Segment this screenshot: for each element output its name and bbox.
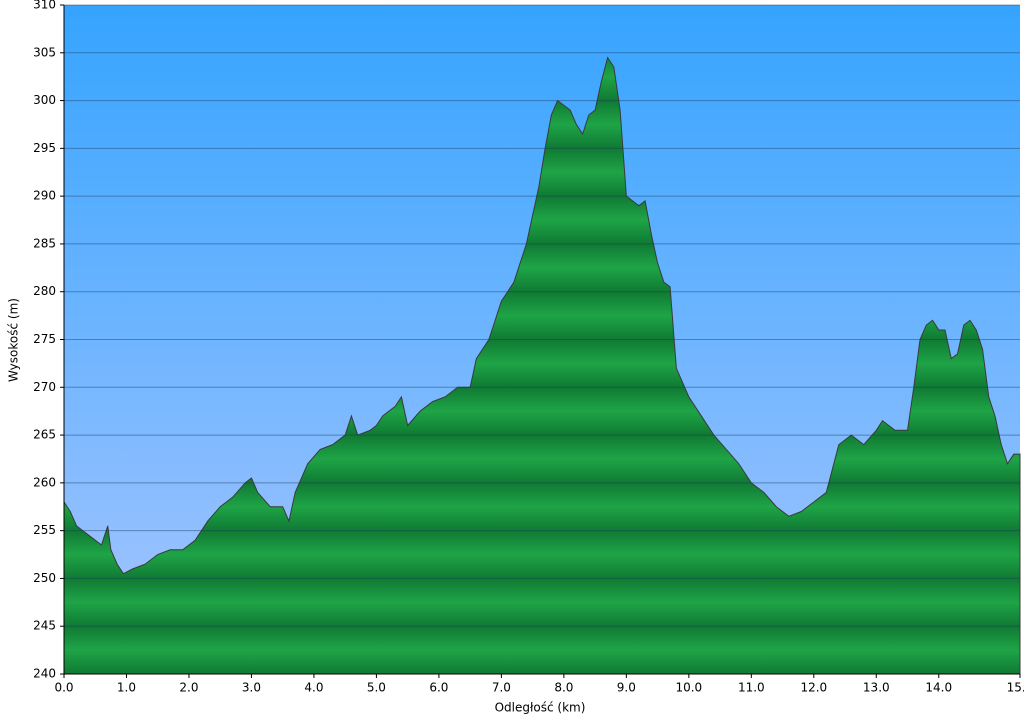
y-tick-label: 300 [33, 93, 56, 107]
y-tick-label: 255 [33, 523, 56, 537]
y-tick-label: 295 [33, 141, 56, 155]
x-tick-label: 9.0 [617, 681, 636, 695]
x-tick-label: 0.0 [54, 681, 73, 695]
x-tick-label: 10.0 [675, 681, 702, 695]
x-tick-label: 4.0 [304, 681, 323, 695]
y-tick-label: 260 [33, 475, 56, 489]
y-tick-label: 270 [33, 380, 56, 394]
x-tick-label: 6.0 [429, 681, 448, 695]
y-tick-label: 305 [33, 45, 56, 59]
y-tick-label: 285 [33, 236, 56, 250]
y-tick-label: 250 [33, 571, 56, 585]
y-tick-label: 240 [33, 667, 56, 681]
x-tick-label: 7.0 [492, 681, 511, 695]
y-tick-label: 290 [33, 189, 56, 203]
x-tick-label: 12.0 [800, 681, 827, 695]
elevation-area [63, 56, 1021, 675]
x-axis-label: Odległość (km) [495, 701, 586, 715]
y-tick-label: 310 [33, 0, 56, 12]
y-axis-label: Wysokość (m) [7, 298, 21, 382]
y-tick-label: 275 [33, 332, 56, 346]
x-tick-label: 3.0 [242, 681, 261, 695]
y-tick-label: 245 [33, 619, 56, 633]
x-tick-label: 13.0 [863, 681, 890, 695]
x-tick-label: 5.0 [367, 681, 386, 695]
x-tick-label: 11.0 [738, 681, 765, 695]
y-tick-label: 280 [33, 284, 56, 298]
x-tick-label: 2.0 [179, 681, 198, 695]
y-tick-label: 265 [33, 428, 56, 442]
x-tick-label: 14.0 [925, 681, 952, 695]
x-tick-label: 8.0 [554, 681, 573, 695]
x-tick-label: 1.0 [117, 681, 136, 695]
x-tick-label: 15.3 [1007, 681, 1024, 695]
